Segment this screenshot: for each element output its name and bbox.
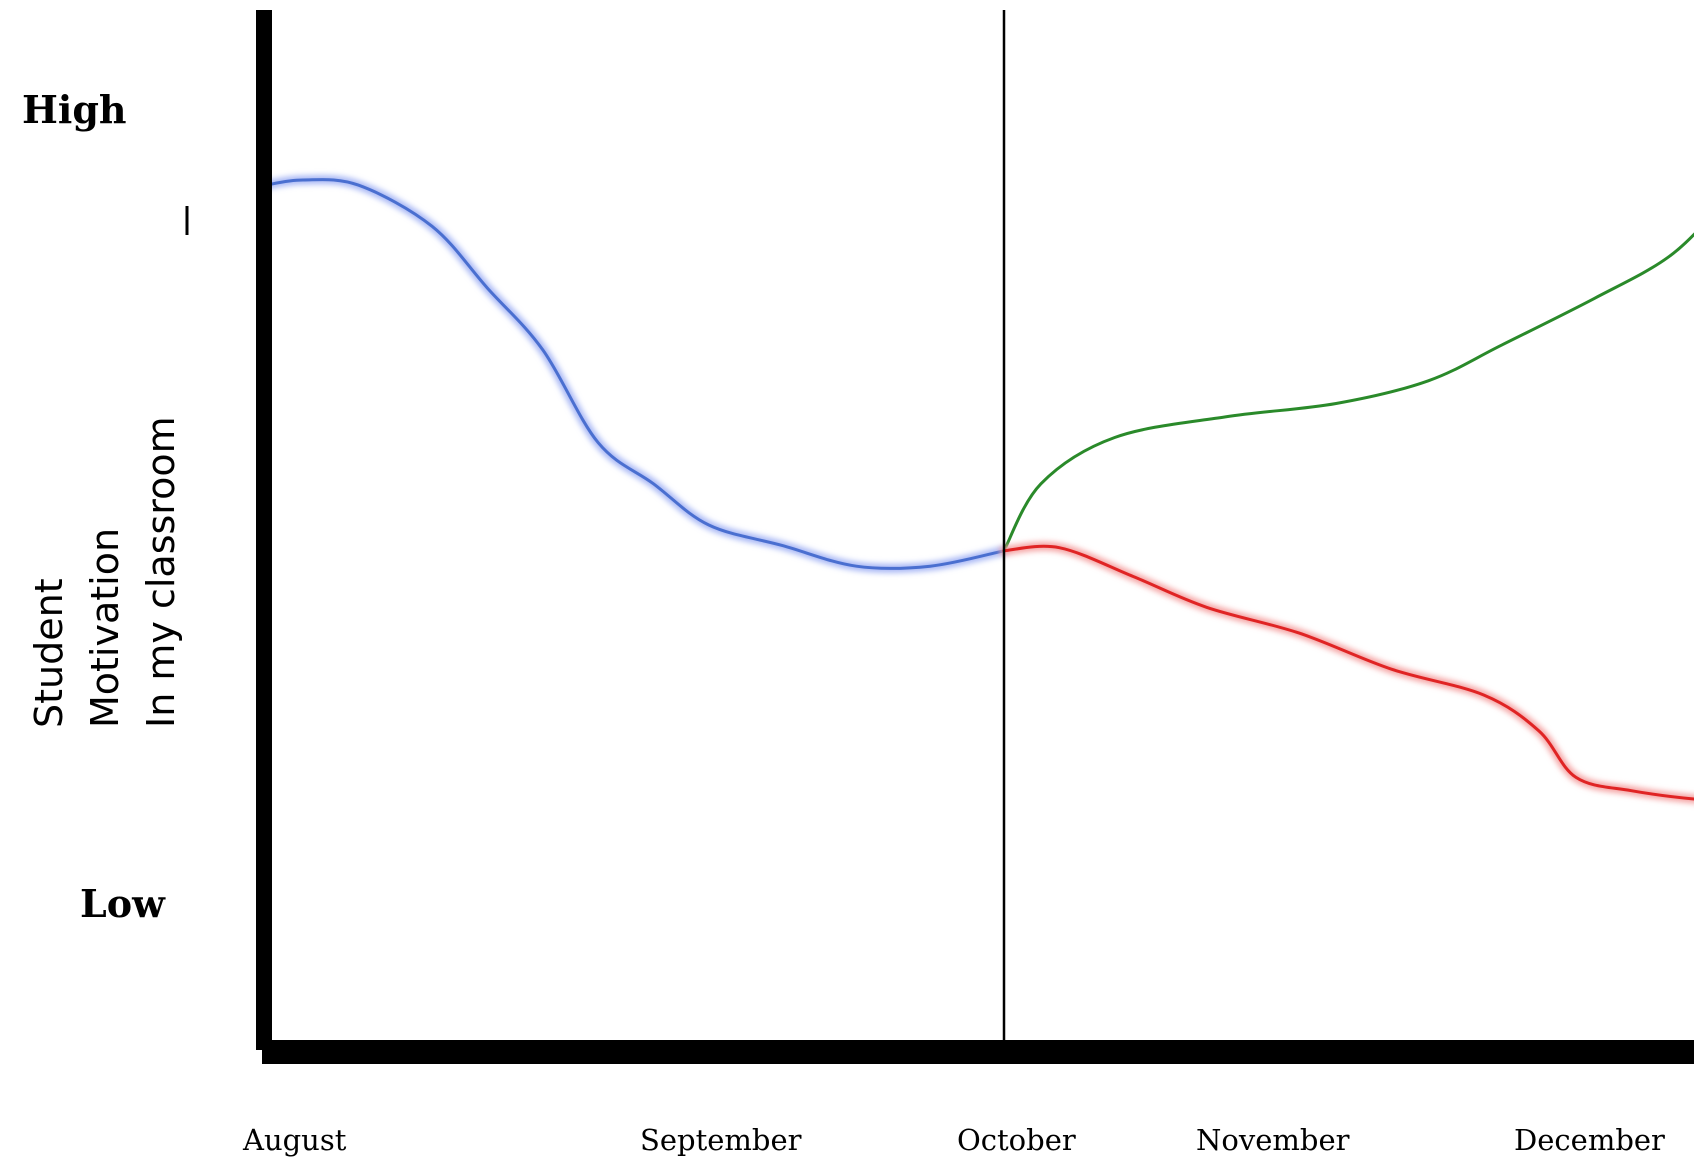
x-tick-label-november: November: [1196, 1123, 1350, 1157]
y-level-low-label: Low: [80, 881, 166, 926]
x-tick-labels: August September October November Decemb…: [242, 1123, 1665, 1157]
x-tick-label-december: December: [1514, 1123, 1665, 1157]
series-1-glow: [261, 175, 1009, 573]
y-axis-title-line-2: Motivation: [83, 528, 127, 728]
y-axis-title-line-3: In my classroom: [139, 416, 183, 728]
y-axis-title-line-1: Student: [27, 578, 71, 728]
series-1-line: [264, 178, 1006, 570]
y-axis: [256, 10, 272, 1050]
series-2-line: [1002, 232, 1694, 553]
series-layer: [261, 175, 1694, 804]
x-tick-label-august: August: [242, 1123, 347, 1157]
y-level-high-label: High: [22, 87, 127, 132]
x-tick-label-september: September: [640, 1123, 802, 1157]
x-axis: [262, 1040, 1694, 1064]
y-axis-title: Student Motivation In my classroom: [27, 416, 183, 728]
x-tick-label-october: October: [957, 1123, 1076, 1157]
series-3-line: [1002, 544, 1694, 801]
series-3-glow: [999, 541, 1694, 804]
